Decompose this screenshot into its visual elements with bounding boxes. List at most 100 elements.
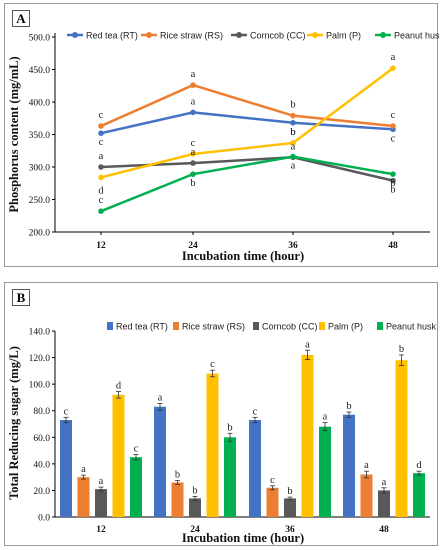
legend-marker bbox=[312, 32, 318, 38]
bar-series: a b c a bbox=[77, 460, 373, 517]
legend-label: Red tea (RT) bbox=[86, 31, 138, 41]
significance-letter: a bbox=[99, 151, 104, 162]
bar bbox=[284, 498, 296, 517]
legend-item: Rice straw (RS) bbox=[173, 322, 245, 332]
series-line bbox=[98, 154, 396, 184]
significance-letter: b bbox=[287, 486, 292, 497]
legend-label: Rice straw (RS) bbox=[160, 31, 223, 41]
legend-swatch bbox=[377, 322, 383, 330]
data-point bbox=[190, 151, 196, 157]
significance-letter: b bbox=[290, 127, 295, 138]
chart-panel-b: B Red tea (RT) Rice straw (RS) Corncob (CC… bbox=[4, 282, 439, 546]
significance-letter: b bbox=[190, 178, 195, 189]
significance-letter: a bbox=[158, 392, 163, 403]
y-axis-title: Phosphorus content (mg/mL) bbox=[7, 56, 21, 212]
y-tick-label: 300.0 bbox=[29, 164, 51, 174]
y-tick-label: 140.0 bbox=[29, 328, 51, 338]
x-axis-title: Incubation time (hour) bbox=[182, 531, 304, 545]
significance-letter: a bbox=[391, 52, 396, 63]
legend-label: Palm (P) bbox=[328, 322, 363, 332]
bar bbox=[395, 360, 408, 517]
panel-label-b: B bbox=[12, 289, 30, 306]
bar bbox=[224, 437, 236, 517]
legend-item: Red tea (RT) bbox=[67, 31, 138, 41]
data-point bbox=[190, 160, 196, 166]
bar bbox=[301, 354, 314, 517]
legend-marker bbox=[236, 32, 242, 38]
bar bbox=[112, 394, 125, 517]
series-line bbox=[98, 82, 396, 129]
significance-letter: a bbox=[99, 476, 104, 487]
legend-swatch bbox=[319, 322, 325, 330]
y-tick-label: 40.0 bbox=[33, 460, 50, 470]
bar bbox=[266, 487, 279, 517]
legend-item: Palm (P) bbox=[319, 322, 363, 332]
data-point bbox=[390, 65, 396, 71]
significance-letter: b bbox=[175, 469, 180, 480]
chart-panel-a: A Red tea (RT) Rice straw (RS) Corncob (CC… bbox=[4, 3, 439, 267]
x-tick-label: 12 bbox=[96, 525, 106, 535]
x-tick-label: 36 bbox=[285, 525, 295, 535]
legend-item: Red tea (RT) bbox=[107, 322, 168, 332]
data-point bbox=[290, 112, 296, 119]
significance-letter: a bbox=[323, 412, 328, 423]
significance-letter: b bbox=[346, 401, 351, 412]
significance-letter: b bbox=[390, 185, 395, 196]
significance-letter: a bbox=[81, 464, 86, 475]
bar bbox=[154, 406, 166, 517]
significance-letter: b bbox=[192, 485, 197, 496]
significance-letter: d bbox=[98, 185, 104, 196]
x-tick-label: 48 bbox=[388, 241, 398, 251]
significance-letter: d bbox=[116, 380, 122, 391]
y-axis-title: Total Reducing sugar (mg/L) bbox=[7, 346, 21, 500]
legend-swatch bbox=[107, 322, 113, 330]
bar bbox=[319, 426, 331, 517]
data-point bbox=[98, 208, 104, 214]
significance-letter: b bbox=[399, 344, 404, 355]
y-tick-label: 450.0 bbox=[29, 66, 51, 76]
significance-letter: b bbox=[227, 422, 232, 433]
bar-series: d c a b bbox=[112, 339, 408, 517]
data-point bbox=[98, 123, 104, 129]
legend-label: Corncob (CC) bbox=[262, 322, 318, 332]
series-path bbox=[100, 111, 394, 135]
legend-item: Corncob (CC) bbox=[231, 31, 306, 41]
bar bbox=[378, 490, 390, 517]
significance-letter: b bbox=[290, 100, 295, 111]
y-tick-label: 20.0 bbox=[33, 487, 50, 497]
significance-letter: a bbox=[382, 477, 387, 488]
legend-label: Peanut husk (PH) bbox=[394, 31, 439, 41]
legend-marker bbox=[146, 32, 152, 38]
series-path bbox=[100, 83, 394, 128]
x-tick-label: 12 bbox=[96, 241, 106, 251]
significance-letter: b bbox=[290, 127, 295, 138]
bar bbox=[206, 373, 219, 517]
bar bbox=[95, 489, 107, 517]
significance-letter: c bbox=[210, 359, 215, 370]
x-axis-title: Incubation time (hour) bbox=[182, 249, 304, 263]
data-point bbox=[290, 140, 296, 146]
legend-swatch bbox=[173, 322, 179, 330]
bar bbox=[413, 473, 425, 517]
data-point bbox=[190, 171, 196, 177]
significance-letter: a bbox=[191, 96, 196, 107]
data-point bbox=[290, 120, 296, 126]
legend-label: Rice straw (RS) bbox=[182, 322, 245, 332]
bar bbox=[77, 477, 90, 517]
significance-letter: a bbox=[191, 147, 196, 158]
significance-letter: d bbox=[416, 460, 422, 471]
significance-letter: c bbox=[134, 444, 139, 455]
x-tick-label: 24 bbox=[188, 241, 198, 251]
bar bbox=[130, 457, 142, 517]
phosphorus-line-chart: Red tea (RT) Rice straw (RS) Corncob (CC) P… bbox=[7, 31, 439, 264]
y-tick-label: 500.0 bbox=[29, 34, 51, 44]
significance-letter: c bbox=[64, 406, 69, 417]
x-tick-label: 36 bbox=[288, 241, 298, 251]
significance-letter: c bbox=[99, 195, 104, 206]
significance-letter: c bbox=[191, 138, 196, 149]
series-path bbox=[100, 155, 394, 213]
series-path bbox=[100, 155, 394, 182]
significance-letter: a bbox=[364, 460, 369, 471]
data-point bbox=[98, 164, 104, 170]
significance-letter: c bbox=[391, 133, 396, 144]
